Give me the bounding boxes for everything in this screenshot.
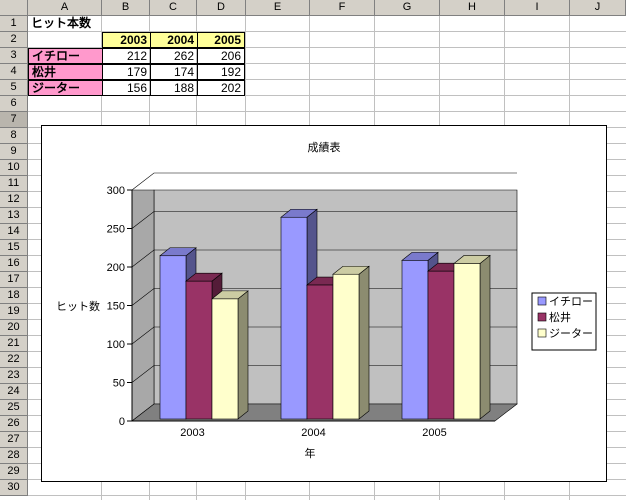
row-header-30[interactable]: 30 <box>0 480 28 496</box>
bar <box>211 298 239 420</box>
legend-swatch <box>537 312 547 322</box>
table-cell[interactable]: 156 <box>102 80 151 96</box>
row-header-24[interactable]: 24 <box>0 384 28 400</box>
x-tick-label: 2005 <box>422 427 446 439</box>
row-header-12[interactable]: 12 <box>0 192 28 208</box>
y-axis-title: ヒット数 <box>56 300 100 313</box>
chart-title: 成績表 <box>308 140 341 154</box>
bar <box>280 216 308 420</box>
row-header-18[interactable]: 18 <box>0 288 28 304</box>
row-header-21[interactable]: 21 <box>0 336 28 352</box>
column-header-c[interactable]: C <box>150 0 197 16</box>
player-name-jeter[interactable]: ジーター <box>28 80 103 96</box>
y-tick-label: 250 <box>107 224 125 236</box>
column-header-h[interactable]: H <box>440 0 505 16</box>
player-name-matsui[interactable]: 松井 <box>28 64 103 80</box>
row-header-2[interactable]: 2 <box>0 32 28 48</box>
bar <box>332 273 360 420</box>
bar <box>159 255 187 420</box>
row-header-26[interactable]: 26 <box>0 416 28 432</box>
gridline <box>131 172 517 191</box>
x-tick-label: 2003 <box>180 427 204 439</box>
bar <box>185 280 213 420</box>
column-header-a[interactable]: A <box>28 0 102 16</box>
bar <box>306 284 334 420</box>
gridline <box>131 211 517 229</box>
row-header-3[interactable]: 3 <box>0 48 28 64</box>
plot-side-wall <box>131 189 155 422</box>
row-header-4[interactable]: 4 <box>0 64 28 80</box>
year-header-2003[interactable]: 2003 <box>102 32 151 48</box>
player-name-ichiro[interactable]: イチロー <box>28 48 103 64</box>
bar-side <box>358 265 370 420</box>
column-header-i[interactable]: I <box>505 0 570 16</box>
gridline <box>131 365 517 383</box>
legend-label: ジーター <box>549 327 593 340</box>
gridline <box>131 249 517 268</box>
x-tick-label: 2004 <box>301 427 325 439</box>
row-header-11[interactable]: 11 <box>0 176 28 192</box>
row-header-28[interactable]: 28 <box>0 448 28 464</box>
y-tick-label: 100 <box>107 339 125 351</box>
x-axis-title: 年 <box>305 446 316 460</box>
y-tick-label: 150 <box>107 301 125 313</box>
row-header-20[interactable]: 20 <box>0 320 28 336</box>
row-header-29[interactable]: 29 <box>0 464 28 480</box>
table-cell[interactable]: 192 <box>197 64 245 80</box>
legend-swatch <box>537 328 547 338</box>
column-header-f[interactable]: F <box>310 0 375 16</box>
select-all-corner[interactable] <box>0 0 28 16</box>
table-title-cell[interactable]: ヒット本数 <box>31 16 92 30</box>
row-header-22[interactable]: 22 <box>0 352 28 368</box>
row-header-19[interactable]: 19 <box>0 304 28 320</box>
table-cell[interactable]: 206 <box>197 48 245 64</box>
legend-label: イチロー <box>549 295 593 308</box>
y-tick-label: 200 <box>107 262 125 274</box>
bar <box>427 270 455 420</box>
gridline <box>131 326 517 345</box>
row-header-10[interactable]: 10 <box>0 160 28 176</box>
row-header-6[interactable]: 6 <box>0 96 28 112</box>
bar <box>401 260 429 420</box>
table-cell[interactable]: 174 <box>150 64 198 80</box>
row-header-13[interactable]: 13 <box>0 208 28 224</box>
column-header-b[interactable]: B <box>102 0 150 16</box>
table-cell[interactable]: 188 <box>150 80 198 96</box>
column-header-d[interactable]: D <box>197 0 246 16</box>
table-cell[interactable]: 202 <box>197 80 245 96</box>
row-header-25[interactable]: 25 <box>0 400 28 416</box>
row-header-5[interactable]: 5 <box>0 80 28 96</box>
y-tick-label: 50 <box>113 378 125 390</box>
column-header-g[interactable]: G <box>375 0 440 16</box>
bar-side <box>237 290 249 420</box>
table-cell[interactable]: 179 <box>102 64 151 80</box>
table-cell[interactable]: 262 <box>150 48 198 64</box>
row-header-8[interactable]: 8 <box>0 128 28 144</box>
row-header-16[interactable]: 16 <box>0 256 28 272</box>
row-header-9[interactable]: 9 <box>0 144 28 160</box>
y-tick-label: 300 <box>107 185 125 197</box>
embedded-chart[interactable]: 0 50 100 150 200 250 300 2003 2004 2005 成績表年 ヒット数 イチ… <box>41 125 607 482</box>
row-header-15[interactable]: 15 <box>0 240 28 256</box>
year-header-2005[interactable]: 2005 <box>197 32 245 48</box>
gridline <box>131 288 517 306</box>
table-cell[interactable]: 212 <box>102 48 151 64</box>
bar-side <box>479 254 491 420</box>
row-header-7[interactable]: 7 <box>0 112 28 128</box>
row-header-27[interactable]: 27 <box>0 432 28 448</box>
row-header-14[interactable]: 14 <box>0 224 28 240</box>
row-header-23[interactable]: 23 <box>0 368 28 384</box>
year-header-2004[interactable]: 2004 <box>150 32 198 48</box>
column-header-e[interactable]: E <box>246 0 310 16</box>
legend-label: 松井 <box>549 310 571 324</box>
y-tick-label: 0 <box>119 416 125 428</box>
legend-swatch <box>537 296 547 306</box>
row-header-1[interactable]: 1 <box>0 16 28 32</box>
bar <box>453 263 481 420</box>
row-header-17[interactable]: 17 <box>0 272 28 288</box>
